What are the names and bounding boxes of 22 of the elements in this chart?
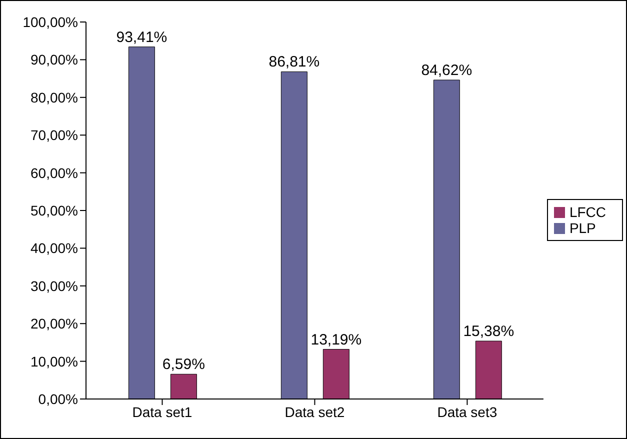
y-tick-label: 40,00% <box>30 240 78 256</box>
y-tick-label: 0,00% <box>38 390 78 407</box>
x-tick-label: Data set1 <box>132 404 192 420</box>
y-tick-label: 20,00% <box>30 316 78 332</box>
data-label: 15,38% <box>463 323 514 340</box>
data-label: 84,62% <box>421 62 472 79</box>
legend-label: PLP <box>569 220 596 236</box>
data-label: 13,19% <box>310 331 362 348</box>
x-tick-label: Data set2 <box>284 404 345 420</box>
y-tick-label: 10,00% <box>30 353 78 370</box>
data-label: 6,59% <box>162 356 205 374</box>
legend-label: LFCC <box>569 204 606 220</box>
y-tick-label: 100,00% <box>22 14 78 30</box>
y-tick-label: 30,00% <box>30 278 78 294</box>
data-label: 86,81% <box>268 54 320 71</box>
y-tick-label: 80,00% <box>30 89 78 106</box>
y-tick-label: 90,00% <box>30 52 78 68</box>
y-tick-label: 50,00% <box>30 202 78 218</box>
data-label: 93,41% <box>116 28 168 46</box>
x-tick-label: Data set3 <box>437 404 498 420</box>
y-tick-label: 60,00% <box>30 164 78 181</box>
y-tick-label: 70,00% <box>30 127 78 144</box>
